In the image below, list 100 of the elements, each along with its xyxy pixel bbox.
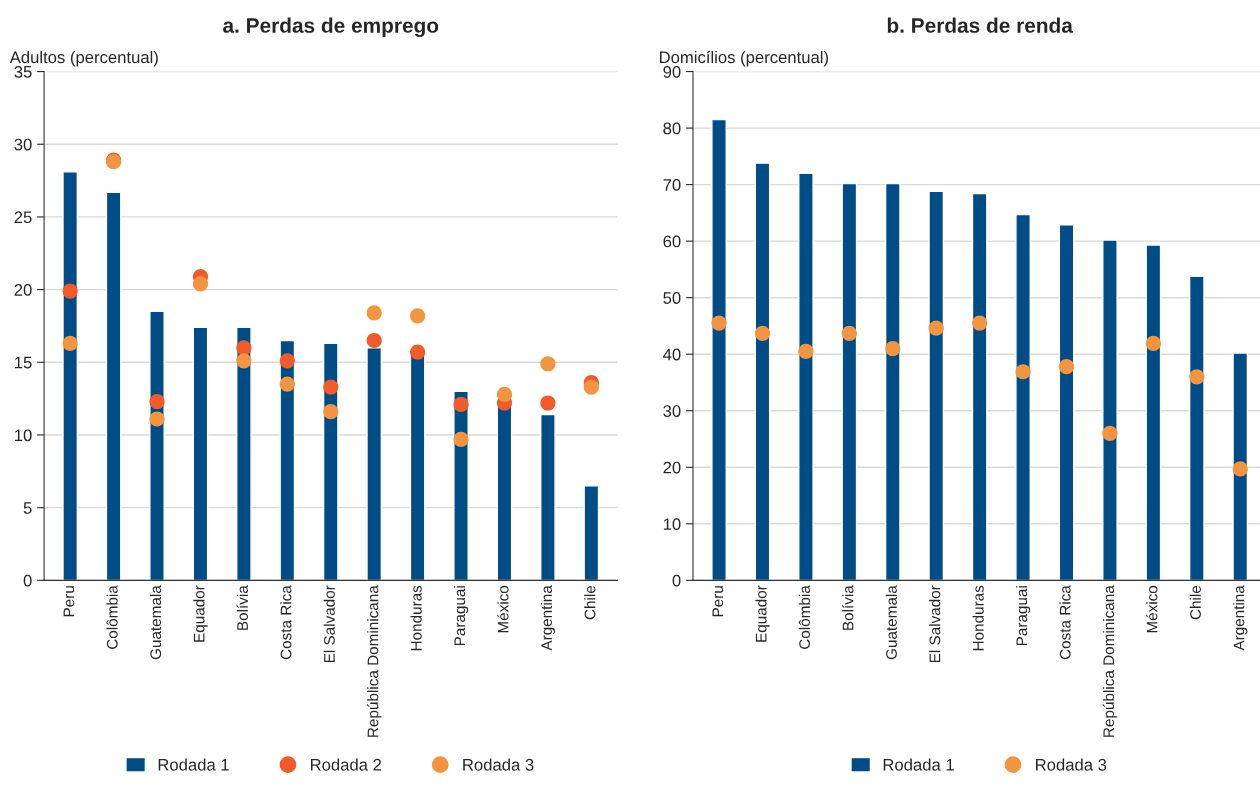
bar [62, 171, 79, 581]
bar [711, 118, 727, 581]
bar [366, 347, 383, 581]
x-tick-label: Colômbia [106, 585, 118, 649]
bar [540, 413, 556, 581]
point [62, 335, 78, 351]
y-tick-label: 20 [14, 284, 32, 296]
y-tick-label: 80 [663, 122, 681, 135]
y-tick-label: 5 [23, 502, 32, 514]
point [1102, 425, 1118, 441]
point [540, 395, 556, 411]
point [540, 356, 556, 372]
point [279, 376, 295, 392]
bar [1188, 275, 1205, 581]
point [62, 283, 78, 299]
point [323, 379, 339, 395]
bar [1232, 352, 1249, 581]
point [236, 340, 252, 356]
x-tick-label: Argentina [540, 585, 556, 651]
x-tick-label: Paraguai [1015, 586, 1031, 646]
bar [841, 182, 858, 581]
y-tick-label: 15 [15, 356, 32, 369]
x-tick-label: Paraguai [453, 586, 469, 646]
point [1015, 364, 1031, 380]
y-tick-label: 70 [663, 179, 681, 191]
point [711, 315, 727, 331]
point [972, 315, 988, 331]
bar [583, 485, 600, 581]
bar [884, 182, 901, 581]
x-tick-label: El Salvador [323, 585, 335, 663]
x-tick-label: Peru [712, 586, 724, 617]
bar [971, 192, 988, 581]
point [453, 396, 469, 413]
point [410, 308, 426, 324]
point [366, 305, 382, 321]
x-tick-label: Guatemala [885, 585, 897, 660]
x-tick-label: México [497, 585, 509, 633]
y-tick-label: 30 [663, 405, 681, 417]
point [885, 340, 901, 357]
x-tick-label: Chile [584, 585, 596, 620]
x-tick-label: Peru [63, 586, 75, 617]
point [496, 386, 513, 402]
x-tick-label: Chile [1189, 585, 1201, 620]
x-tick-label: Costa Rica [1059, 585, 1071, 660]
legend-label: Rodada 3 [463, 758, 534, 771]
point [236, 353, 252, 369]
x-tick-label: Equador [755, 585, 770, 642]
x-tick-label: El Salvador [929, 585, 941, 663]
y-tick-label: 10 [663, 518, 681, 531]
chart-title: a. Perdas de emprego [223, 17, 439, 38]
point [1189, 369, 1205, 385]
y-tick-label: 35 [14, 65, 32, 78]
x-tick-label: Colômbia [798, 585, 811, 649]
bar [1058, 224, 1075, 581]
point [323, 404, 339, 420]
bar [1145, 244, 1162, 581]
x-tick-label: Costa Rica [280, 585, 292, 660]
x-tick-label: República Dominicana [1102, 585, 1118, 737]
bar [1102, 239, 1118, 581]
y-tick-label: 10 [15, 429, 32, 442]
bar [798, 172, 814, 581]
point [192, 276, 209, 292]
x-tick-label: Honduras [972, 585, 984, 651]
x-tick-label: Guatemala [149, 585, 162, 660]
point [583, 379, 599, 395]
point [410, 344, 426, 360]
y-axis-title: Domicílios (percentual) [659, 50, 828, 67]
x-tick-label: México [1146, 585, 1158, 633]
x-tick-label: Equador [193, 585, 208, 642]
x-tick-label: República Dominicana [366, 585, 382, 737]
chart-title: b. Perdas de renda [887, 17, 1073, 33]
y-tick-label: 50 [663, 292, 681, 304]
legend-label: Rodada 1 [158, 758, 229, 771]
point [453, 431, 469, 447]
legend-label: Rodada 2 [310, 758, 382, 771]
x-tick-label: Honduras [410, 585, 422, 651]
bar [928, 190, 945, 581]
point [1058, 359, 1075, 375]
bar [754, 162, 771, 581]
bar [496, 405, 513, 581]
bar [192, 326, 209, 581]
point [928, 320, 944, 336]
point [754, 325, 771, 341]
y-tick-label: 20 [663, 461, 681, 474]
y-tick-label: 30 [14, 138, 32, 151]
bar [1015, 213, 1031, 581]
y-tick-label: 0 [672, 574, 681, 587]
y-tick-label: 25 [14, 211, 32, 224]
point [366, 332, 382, 349]
x-tick-label: Bolívia [236, 585, 248, 630]
point [841, 325, 857, 341]
y-tick-label: 90 [663, 65, 681, 78]
point [1232, 461, 1248, 477]
y-tick-label: 40 [663, 348, 681, 361]
point [1145, 335, 1161, 352]
x-tick-label: Bolívia [842, 585, 854, 630]
legend-label: Rodada 3 [1036, 758, 1107, 771]
legend-label: Rodada 1 [883, 758, 954, 771]
point [798, 343, 814, 359]
x-tick-label: Argentina [1233, 585, 1248, 651]
